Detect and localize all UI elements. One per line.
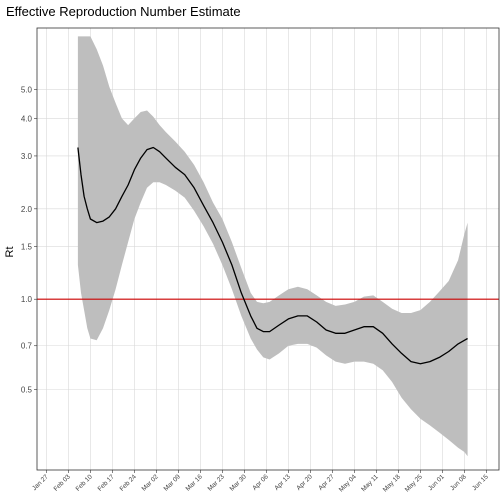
x-tick-label: Mar 02 <box>141 473 161 493</box>
x-tick-label: Feb 03 <box>53 473 73 493</box>
panel-frame <box>36 27 500 471</box>
x-tick-label: Feb 24 <box>119 473 139 493</box>
panel-border <box>36 27 500 471</box>
x-tick-label: Apr 20 <box>295 473 314 492</box>
y-tick-label: 2.0 <box>21 205 33 214</box>
x-tick-label: Mar 23 <box>207 473 227 493</box>
x-tick-label: May 11 <box>360 473 380 493</box>
x-tick-label: Apr 13 <box>273 473 292 492</box>
y-tick-label: 1.5 <box>21 242 33 251</box>
x-tick-label: May 04 <box>338 473 358 493</box>
x-tick-label: Mar 09 <box>163 473 183 493</box>
rt-series-line <box>77 146 468 365</box>
rt-line-layer <box>77 146 468 365</box>
x-tick-label: Jun 08 <box>449 473 468 492</box>
x-tick-label: Jun 01 <box>427 473 446 492</box>
y-tick-label: 4.0 <box>21 114 33 123</box>
y-tick-label: 0.5 <box>21 386 33 395</box>
y-tick-label: 1.0 <box>21 295 33 304</box>
y-axis-label: Rt <box>4 247 16 258</box>
x-tick-label: Feb 17 <box>97 473 117 493</box>
chart-title: Effective Reproduction Number Estimate <box>6 4 241 19</box>
x-tick-label: May 18 <box>382 473 402 493</box>
x-tick-label: Apr 06 <box>251 473 270 492</box>
y-tick-label: 3.0 <box>21 152 33 161</box>
y-tick-label: 5.0 <box>21 85 33 94</box>
x-tick-label: Jan 27 <box>31 473 50 492</box>
confidence-band <box>77 36 468 457</box>
y-tick-label: 0.7 <box>21 342 33 351</box>
y-axis-ticks: 0.5 0.7 1.0 1.5 2.0 3.0 4.0 5.0 <box>21 85 37 395</box>
x-tick-label: Mar 30 <box>229 473 249 493</box>
x-tick-label: Apr 27 <box>317 473 336 492</box>
x-tick-label: May 25 <box>404 473 424 493</box>
x-tick-label: Jun 15 <box>471 473 490 492</box>
x-axis-ticks: Jan 27 Feb 03 Feb 10 Feb 17 Feb 24 Mar 02 Mar … <box>31 470 490 493</box>
x-tick-label: Feb 10 <box>75 473 95 493</box>
x-tick-label: Mar 16 <box>185 473 205 493</box>
confidence-band-layer <box>77 36 468 457</box>
